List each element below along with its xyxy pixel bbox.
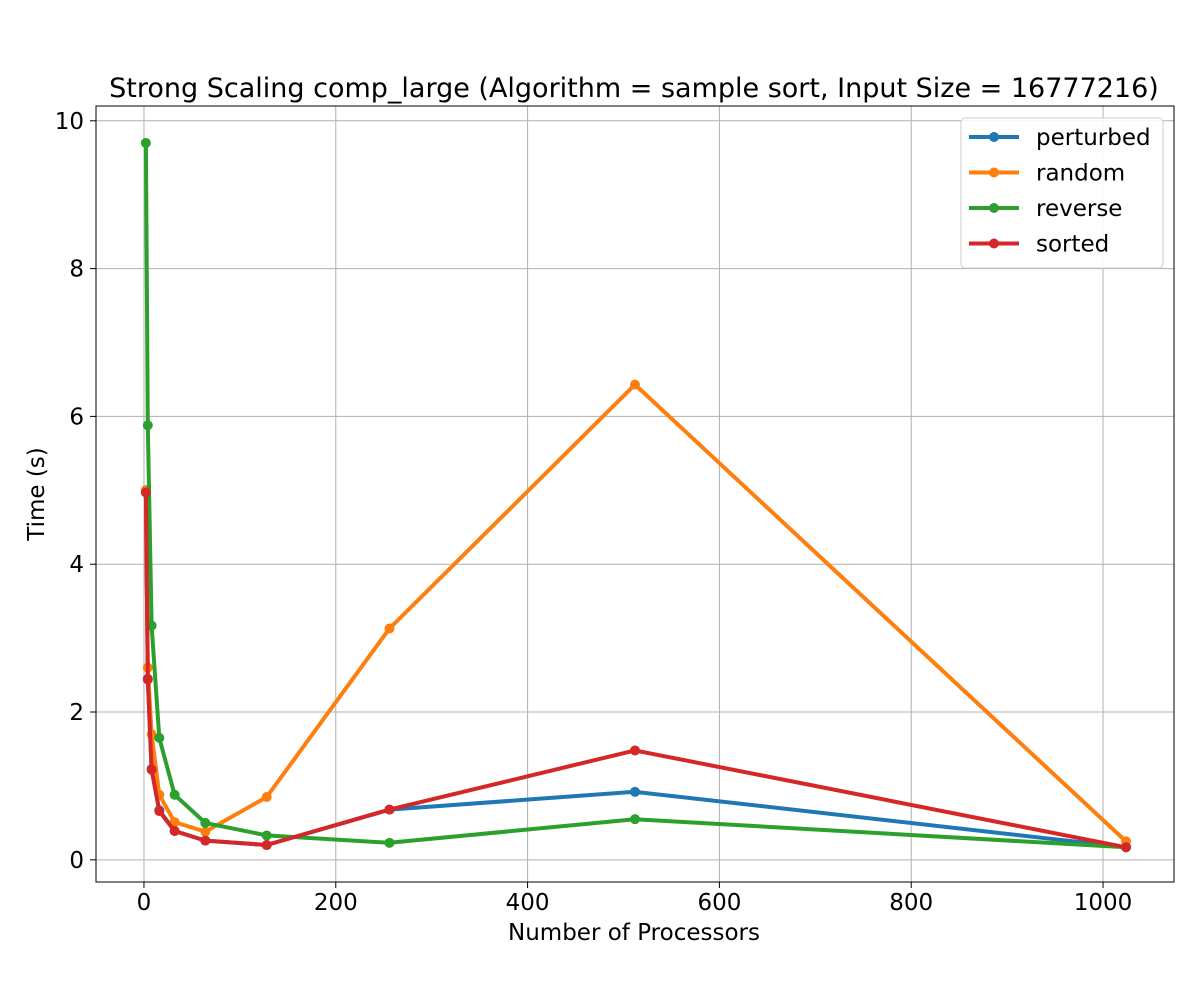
chart-title: Strong Scaling comp_large (Algorithm = s… bbox=[109, 73, 1159, 104]
legend-label: sorted bbox=[1036, 232, 1109, 258]
legend-label: random bbox=[1036, 161, 1125, 187]
legend-item-perturbed: perturbed bbox=[969, 125, 1151, 151]
data-point-reverse bbox=[261, 830, 272, 841]
y-tick-label: 4 bbox=[69, 552, 84, 578]
data-point-sorted bbox=[154, 806, 165, 817]
x-tick-label: 800 bbox=[889, 890, 933, 916]
data-point-sorted bbox=[140, 487, 151, 498]
y-tick-label: 2 bbox=[69, 700, 84, 726]
data-point-sorted bbox=[261, 840, 272, 851]
legend-label: perturbed bbox=[1036, 125, 1151, 151]
x-tick-label: 0 bbox=[137, 890, 152, 916]
x-tick-label: 200 bbox=[314, 890, 358, 916]
data-point-reverse bbox=[140, 137, 151, 148]
data-point-random bbox=[261, 792, 272, 803]
data-point-sorted bbox=[630, 745, 640, 756]
data-point-reverse bbox=[154, 732, 165, 743]
series-line-reverse bbox=[143, 141, 1128, 850]
data-point-reverse bbox=[200, 817, 211, 828]
data-point-random bbox=[200, 826, 211, 837]
x-ticks: 0 200 400 600 800 1000 bbox=[137, 882, 1133, 916]
x-tick-label: 600 bbox=[697, 890, 741, 916]
data-point-sorted bbox=[146, 764, 157, 775]
data-point-reverse bbox=[630, 814, 640, 825]
data-point-reverse bbox=[384, 837, 395, 848]
legend-marker bbox=[989, 203, 999, 213]
y-ticks: 0 2 4 6 8 10 bbox=[55, 109, 96, 874]
data-point-sorted bbox=[1121, 842, 1132, 853]
data-point-reverse bbox=[169, 789, 180, 800]
legend-marker bbox=[989, 132, 999, 142]
y-tick-label: 0 bbox=[69, 848, 84, 874]
legend-box bbox=[960, 117, 1164, 269]
legend: perturbed random reverse sorted bbox=[960, 117, 1164, 269]
series-layer bbox=[140, 137, 1132, 853]
data-point-sorted bbox=[142, 674, 153, 685]
data-point-perturbed bbox=[630, 786, 640, 797]
data-point-random bbox=[630, 379, 640, 390]
data-point-random bbox=[384, 623, 395, 634]
legend-item-reverse: reverse bbox=[969, 196, 1122, 222]
legend-marker bbox=[989, 167, 999, 178]
x-axis-label: Number of Processors bbox=[508, 920, 760, 946]
data-point-reverse bbox=[142, 420, 153, 431]
data-point-sorted bbox=[200, 835, 211, 846]
data-point-sorted bbox=[169, 826, 180, 837]
series-line-sorted bbox=[143, 490, 1128, 850]
legend-item-random: random bbox=[969, 161, 1125, 187]
plot-frame bbox=[95, 105, 1175, 883]
y-axis-label: Time (s) bbox=[24, 447, 50, 542]
series-reverse bbox=[140, 137, 1132, 853]
x-tick-label: 400 bbox=[506, 890, 550, 916]
x-tick-label: 1000 bbox=[1074, 890, 1133, 916]
legend-label: reverse bbox=[1036, 196, 1122, 222]
y-tick-label: 8 bbox=[69, 257, 84, 283]
y-tick-label: 10 bbox=[55, 109, 84, 135]
data-point-sorted bbox=[384, 804, 395, 815]
legend-item-sorted: sorted bbox=[969, 232, 1109, 258]
legend-marker bbox=[989, 238, 999, 249]
series-sorted bbox=[140, 487, 1132, 853]
y-tick-label: 6 bbox=[69, 404, 84, 430]
